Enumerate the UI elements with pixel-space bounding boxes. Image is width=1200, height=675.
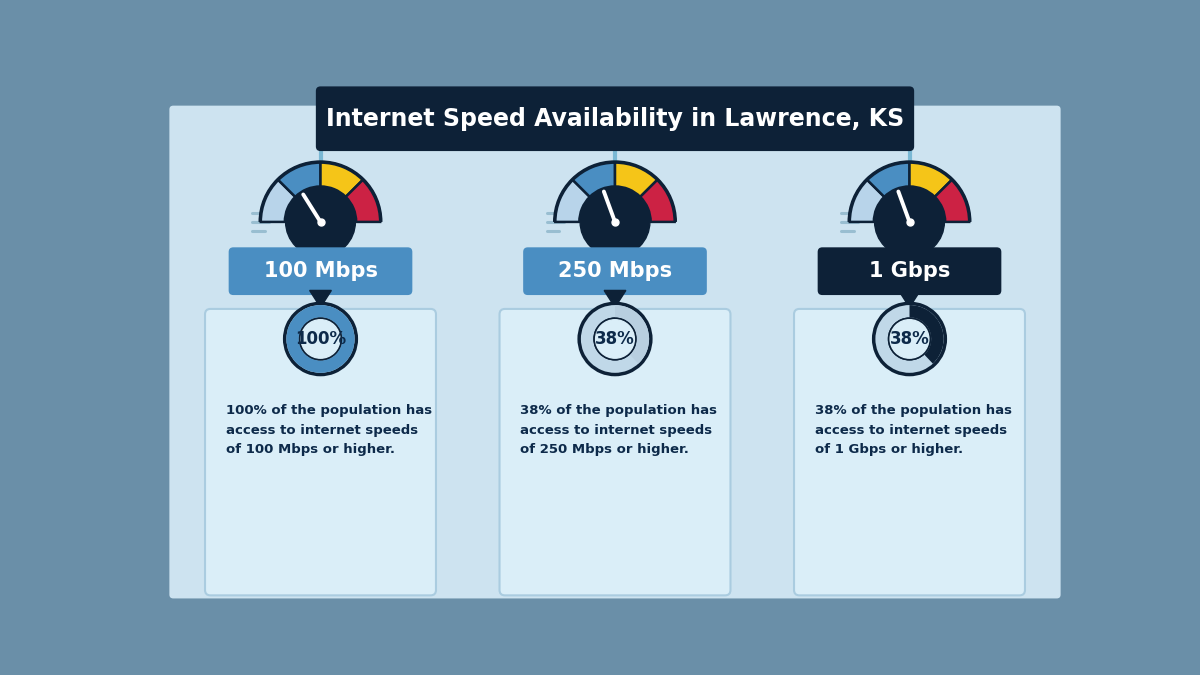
Wedge shape [553, 160, 677, 222]
Text: 100 Mbps: 100 Mbps [264, 261, 378, 281]
Circle shape [890, 320, 929, 358]
FancyBboxPatch shape [316, 86, 914, 151]
Circle shape [286, 187, 355, 256]
FancyBboxPatch shape [523, 247, 707, 295]
Wedge shape [850, 180, 884, 222]
FancyBboxPatch shape [169, 106, 1061, 599]
Wedge shape [872, 302, 947, 376]
Wedge shape [577, 302, 653, 376]
Polygon shape [310, 290, 331, 307]
Wedge shape [868, 163, 910, 197]
Wedge shape [848, 161, 971, 222]
Wedge shape [875, 187, 944, 222]
Wedge shape [278, 163, 320, 197]
Text: 250 Mbps: 250 Mbps [558, 261, 672, 281]
Text: 38% of the population has
access to internet speeds
of 1 Gbps or higher.: 38% of the population has access to inte… [815, 404, 1012, 456]
Wedge shape [581, 305, 649, 373]
Wedge shape [910, 163, 952, 197]
Wedge shape [258, 160, 383, 222]
Text: 100%: 100% [295, 330, 346, 348]
Circle shape [875, 187, 944, 256]
Text: 38%: 38% [889, 330, 929, 348]
FancyBboxPatch shape [499, 309, 731, 595]
Wedge shape [847, 160, 972, 222]
Wedge shape [616, 163, 658, 197]
Polygon shape [604, 290, 626, 307]
FancyBboxPatch shape [205, 309, 436, 595]
Wedge shape [616, 305, 649, 364]
Wedge shape [283, 302, 358, 376]
Wedge shape [593, 317, 637, 360]
Wedge shape [876, 305, 943, 373]
Text: Internet Speed Availability in Lawrence, KS: Internet Speed Availability in Lawrence,… [326, 107, 904, 131]
Wedge shape [287, 305, 355, 373]
Wedge shape [556, 180, 589, 222]
Wedge shape [260, 180, 295, 222]
Text: 1 Gbps: 1 Gbps [869, 261, 950, 281]
Circle shape [580, 187, 650, 256]
Circle shape [301, 320, 340, 358]
Wedge shape [259, 161, 382, 222]
Wedge shape [320, 163, 362, 197]
Wedge shape [910, 305, 943, 364]
Circle shape [595, 320, 635, 358]
Wedge shape [346, 180, 380, 222]
Wedge shape [888, 317, 931, 360]
Text: 100% of the population has
access to internet speeds
of 100 Mbps or higher.: 100% of the population has access to int… [226, 404, 432, 456]
Polygon shape [899, 290, 920, 307]
FancyBboxPatch shape [794, 309, 1025, 595]
Wedge shape [641, 180, 674, 222]
Text: 38%: 38% [595, 330, 635, 348]
Wedge shape [935, 180, 970, 222]
FancyBboxPatch shape [229, 247, 413, 295]
FancyBboxPatch shape [817, 247, 1001, 295]
Wedge shape [553, 161, 677, 222]
Wedge shape [299, 317, 342, 360]
Wedge shape [286, 187, 355, 222]
Wedge shape [572, 163, 616, 197]
Wedge shape [287, 305, 355, 373]
Text: 38% of the population has
access to internet speeds
of 250 Mbps or higher.: 38% of the population has access to inte… [521, 404, 718, 456]
Wedge shape [580, 187, 650, 222]
